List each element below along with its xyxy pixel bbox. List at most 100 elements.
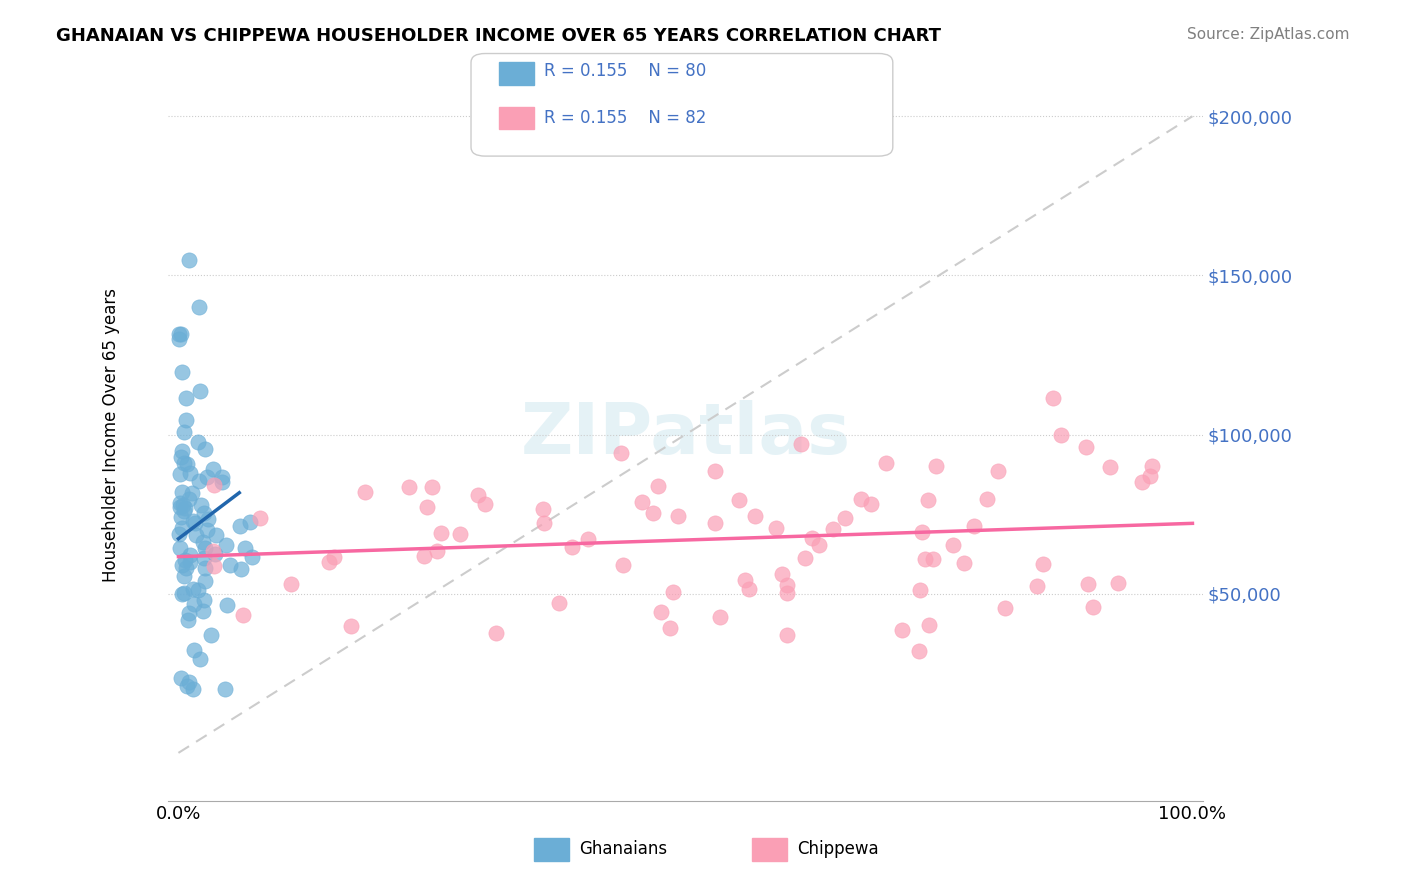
Point [942, 538, 965, 552]
Point [181, 514, 204, 528]
Point [188, 474, 211, 488]
Point [907, 644, 929, 658]
Point [531, 501, 554, 516]
Point [215, 598, 238, 612]
Point [1083, 600, 1105, 615]
Point [174, 561, 197, 575]
Point [170, 365, 193, 379]
Point [174, 552, 197, 566]
Point [963, 518, 986, 533]
Point [215, 538, 238, 552]
Point [170, 326, 193, 341]
Point [1049, 427, 1071, 442]
Point [738, 582, 761, 596]
Point [612, 558, 634, 572]
Point [211, 475, 233, 489]
Point [172, 586, 194, 600]
Point [183, 643, 205, 657]
Point [188, 652, 211, 666]
Point [775, 578, 797, 592]
Point [807, 538, 830, 552]
Point [190, 498, 212, 512]
Point [709, 610, 731, 624]
Point [1042, 391, 1064, 405]
Point [201, 544, 224, 558]
Point [202, 559, 225, 574]
Text: R = 0.155    N = 80: R = 0.155 N = 80 [544, 62, 706, 80]
Point [744, 508, 766, 523]
Point [181, 681, 204, 696]
Point [232, 607, 254, 622]
Point [169, 495, 191, 509]
Point [790, 436, 813, 450]
Point [776, 628, 799, 642]
Point [170, 558, 193, 572]
Point [177, 252, 200, 267]
Point [765, 520, 787, 534]
Text: Ghanaians: Ghanaians [579, 840, 668, 858]
Point [174, 413, 197, 427]
Point [193, 506, 215, 520]
Point [197, 470, 219, 484]
Point [170, 521, 193, 535]
Point [647, 479, 669, 493]
Point [354, 485, 377, 500]
Point [202, 477, 225, 491]
Point [179, 548, 201, 562]
Point [849, 492, 872, 507]
Point [219, 558, 242, 572]
Point [194, 442, 217, 456]
Point [249, 511, 271, 525]
Point [875, 456, 897, 470]
Point [994, 601, 1017, 615]
Point [280, 577, 302, 591]
Text: Source: ZipAtlas.com: Source: ZipAtlas.com [1187, 27, 1350, 42]
Point [794, 551, 817, 566]
Point [194, 560, 217, 574]
Point [1032, 557, 1054, 571]
Point [323, 549, 346, 564]
Point [914, 552, 936, 566]
Point [173, 425, 195, 439]
Point [174, 501, 197, 516]
Point [177, 606, 200, 620]
Point [170, 509, 193, 524]
Point [195, 523, 218, 537]
Point [659, 621, 682, 635]
Point [176, 613, 198, 627]
Point [187, 300, 209, 314]
Point [179, 555, 201, 569]
Point [193, 604, 215, 618]
Point [1098, 459, 1121, 474]
Point [1026, 578, 1049, 592]
Point [170, 444, 193, 458]
Point [240, 549, 263, 564]
Point [176, 679, 198, 693]
Point [924, 459, 946, 474]
Point [169, 332, 191, 346]
Point [179, 467, 201, 481]
Point [211, 470, 233, 484]
Point [704, 464, 727, 478]
Point [188, 384, 211, 399]
Point [650, 605, 672, 619]
Point [1142, 459, 1164, 474]
Point [176, 457, 198, 471]
Point [179, 674, 201, 689]
Point [173, 568, 195, 582]
Text: Chippewa: Chippewa [797, 840, 879, 858]
Point [186, 582, 208, 597]
Point [416, 500, 439, 515]
Point [467, 488, 489, 502]
Point [194, 541, 217, 556]
Point [610, 445, 633, 459]
Point [173, 585, 195, 599]
Point [1130, 475, 1153, 490]
Point [474, 497, 496, 511]
Point [1077, 576, 1099, 591]
Point [169, 500, 191, 514]
Point [662, 584, 685, 599]
Point [484, 626, 506, 640]
Point [169, 527, 191, 541]
Point [953, 556, 976, 570]
